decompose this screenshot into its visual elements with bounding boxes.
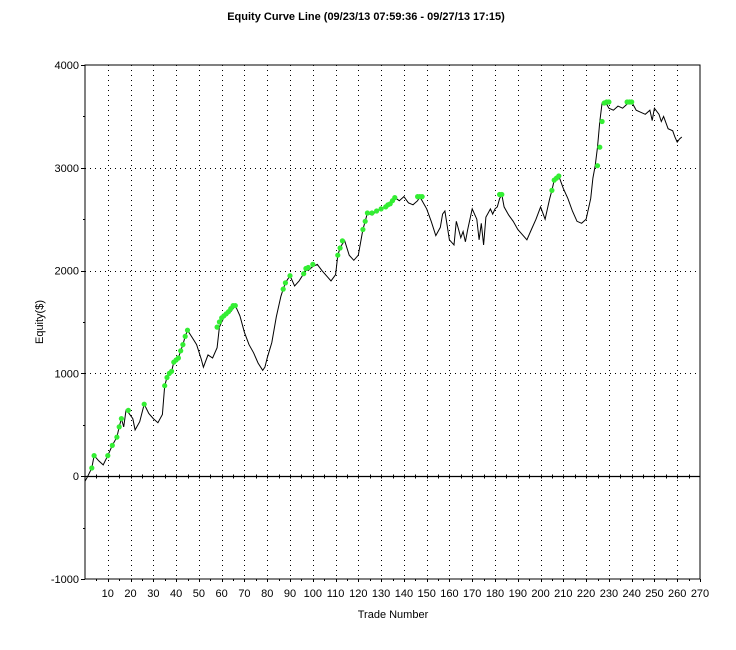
- new-high-point: [232, 303, 238, 309]
- new-high-point: [337, 245, 343, 251]
- new-high-point: [184, 327, 191, 333]
- x-tick-label: 270: [691, 588, 709, 600]
- chart-title: Equity Curve Line (09/23/13 07:59:36 - 0…: [227, 11, 505, 23]
- new-high-point: [114, 434, 120, 440]
- grid-lines: [85, 65, 700, 579]
- new-high-point: [91, 453, 97, 459]
- x-tick-label: 200: [531, 588, 549, 600]
- x-tick-label: 80: [261, 588, 273, 600]
- new-high-point: [499, 191, 505, 198]
- new-high-point: [175, 355, 181, 361]
- x-tick-label: 190: [509, 588, 527, 600]
- x-tick-label: 210: [554, 588, 572, 600]
- new-high-point: [360, 226, 366, 233]
- new-high-point: [280, 286, 286, 292]
- new-high-point: [116, 424, 122, 430]
- new-high-point: [599, 118, 605, 125]
- x-tick-label: 120: [349, 588, 367, 600]
- new-high-point: [125, 407, 131, 413]
- new-high-point: [305, 264, 311, 271]
- new-high-point: [282, 280, 288, 286]
- x-axis-label: Trade Number: [358, 609, 429, 621]
- y-tick-label: 3000: [55, 163, 79, 175]
- new-high-point: [374, 208, 380, 214]
- x-tick-label: 140: [395, 588, 413, 600]
- x-tick-label: 130: [372, 588, 390, 600]
- new-high-point: [178, 348, 184, 354]
- new-high-point: [549, 187, 555, 193]
- y-axis-label: Equity($): [34, 300, 46, 344]
- new-high-point: [339, 238, 345, 244]
- y-tick-label: 1000: [55, 368, 79, 380]
- new-high-point: [287, 273, 293, 279]
- x-tick-label: 100: [304, 588, 322, 600]
- new-high-point: [310, 261, 316, 267]
- x-tick-label: 220: [577, 588, 595, 600]
- x-tick-label: 150: [417, 588, 435, 600]
- axes: 10 20 30 40 50 60 70 80 90 100 110 120 130 140 150 160 1…: [51, 60, 709, 600]
- y-tick-label: 2000: [55, 266, 79, 278]
- new-high-point: [594, 163, 601, 169]
- new-high-markers: [89, 99, 635, 471]
- x-tick-label: 240: [622, 588, 640, 600]
- new-high-point: [162, 383, 168, 389]
- x-tick-label: 40: [170, 588, 182, 600]
- y-tick-label: 4000: [55, 60, 79, 72]
- x-tick-label: 180: [486, 588, 504, 600]
- new-high-point: [89, 465, 95, 471]
- x-tick-label: 160: [440, 588, 458, 600]
- new-high-point: [362, 218, 368, 224]
- new-high-point: [369, 210, 375, 216]
- x-tick-label: 70: [238, 588, 250, 600]
- new-high-point: [556, 173, 562, 179]
- new-high-point: [597, 144, 603, 150]
- new-high-point: [169, 368, 175, 374]
- x-tick-label: 170: [463, 588, 481, 600]
- new-high-point: [182, 333, 188, 339]
- new-high-point: [164, 374, 170, 381]
- x-tick-label: 250: [645, 588, 663, 600]
- new-high-point: [392, 195, 398, 201]
- new-high-point: [216, 319, 222, 325]
- y-tick-label: 0: [73, 471, 79, 483]
- new-high-point: [629, 99, 635, 105]
- x-tick-label: 60: [216, 588, 228, 600]
- new-high-point: [335, 252, 341, 258]
- x-tick-label: 260: [668, 588, 686, 600]
- new-high-point: [301, 271, 307, 277]
- new-high-point: [109, 442, 115, 448]
- x-tick-label: 10: [102, 588, 114, 600]
- y-tick-label: -1000: [51, 574, 79, 586]
- new-high-point: [214, 324, 220, 330]
- x-tick-label: 30: [147, 588, 159, 600]
- plot-area: [84, 64, 701, 580]
- x-tick-label: 230: [600, 588, 618, 600]
- new-high-point: [180, 342, 186, 348]
- new-high-point: [105, 453, 111, 459]
- new-high-point: [419, 194, 425, 200]
- new-high-point: [118, 416, 124, 422]
- x-tick-label: 20: [124, 588, 136, 600]
- x-tick-label: 50: [193, 588, 205, 600]
- x-tick-label: 90: [284, 588, 296, 600]
- new-high-point: [364, 210, 370, 216]
- x-tick-label: 110: [327, 588, 345, 600]
- new-high-point: [141, 401, 147, 407]
- new-high-point: [378, 206, 384, 212]
- new-high-point: [606, 99, 612, 105]
